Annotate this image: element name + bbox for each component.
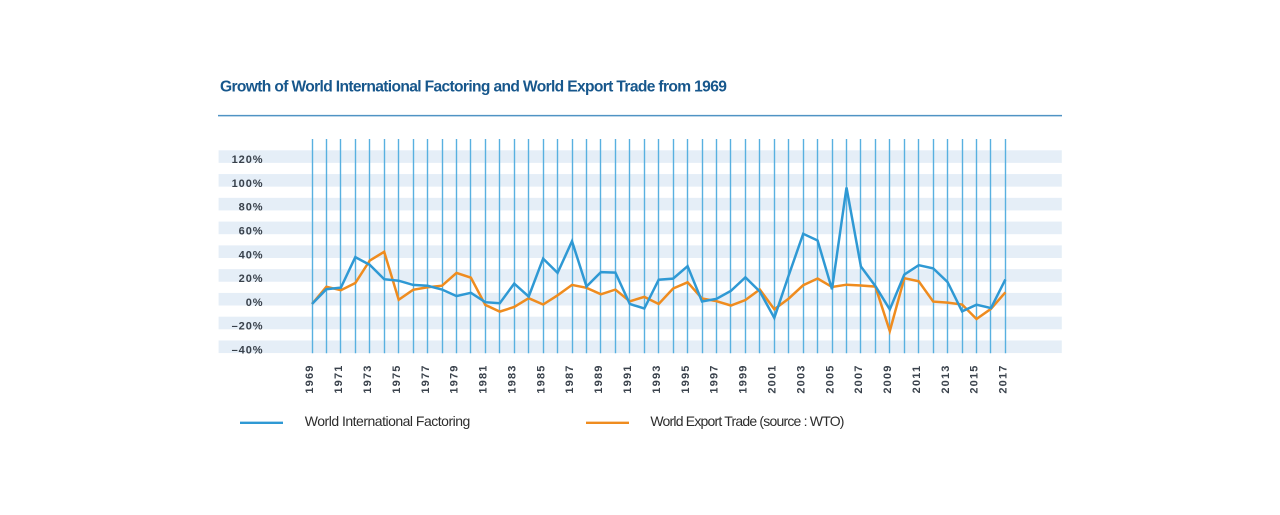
svg-text:1971: 1971 [333,364,345,393]
svg-text:1997: 1997 [709,364,721,393]
svg-text:1975: 1975 [391,364,403,393]
svg-text:20%: 20% [239,273,264,285]
svg-text:2005: 2005 [824,364,836,393]
svg-text:120%: 120% [232,154,264,166]
svg-text:1979: 1979 [449,364,461,393]
svg-text:2003: 2003 [795,364,807,393]
svg-text:60%: 60% [239,226,264,238]
svg-text:1973: 1973 [362,364,374,393]
svg-text:2013: 2013 [940,364,952,393]
svg-text:1991: 1991 [622,364,634,393]
svg-text:World Export Trade (source : W: World Export Trade (source : WTO) [650,413,843,429]
svg-text:1977: 1977 [420,364,432,393]
svg-text:World International Factoring: World International Factoring [305,413,470,429]
svg-text:40%: 40% [239,249,264,261]
svg-text:2015: 2015 [969,364,981,393]
svg-text:1989: 1989 [593,364,605,393]
svg-text:1987: 1987 [564,364,576,393]
svg-text:1993: 1993 [651,364,663,393]
svg-text:1969: 1969 [304,364,316,393]
svg-text:1983: 1983 [506,364,518,393]
svg-text:–20%: –20% [232,321,264,333]
svg-text:2011: 2011 [911,365,923,394]
svg-text:1985: 1985 [535,364,547,393]
svg-text:2017: 2017 [998,364,1010,393]
svg-text:1995: 1995 [680,364,692,393]
svg-text:1999: 1999 [738,364,750,393]
svg-text:0%: 0% [246,297,264,309]
svg-text:2007: 2007 [853,364,865,393]
svg-text:2009: 2009 [882,364,894,393]
svg-text:2001: 2001 [766,364,778,393]
svg-text:Growth of World International: Growth of World International Factoring … [220,79,727,96]
svg-text:–40%: –40% [232,344,264,356]
svg-text:80%: 80% [239,202,264,214]
svg-text:1981: 1981 [478,364,490,393]
svg-text:100%: 100% [232,178,264,190]
